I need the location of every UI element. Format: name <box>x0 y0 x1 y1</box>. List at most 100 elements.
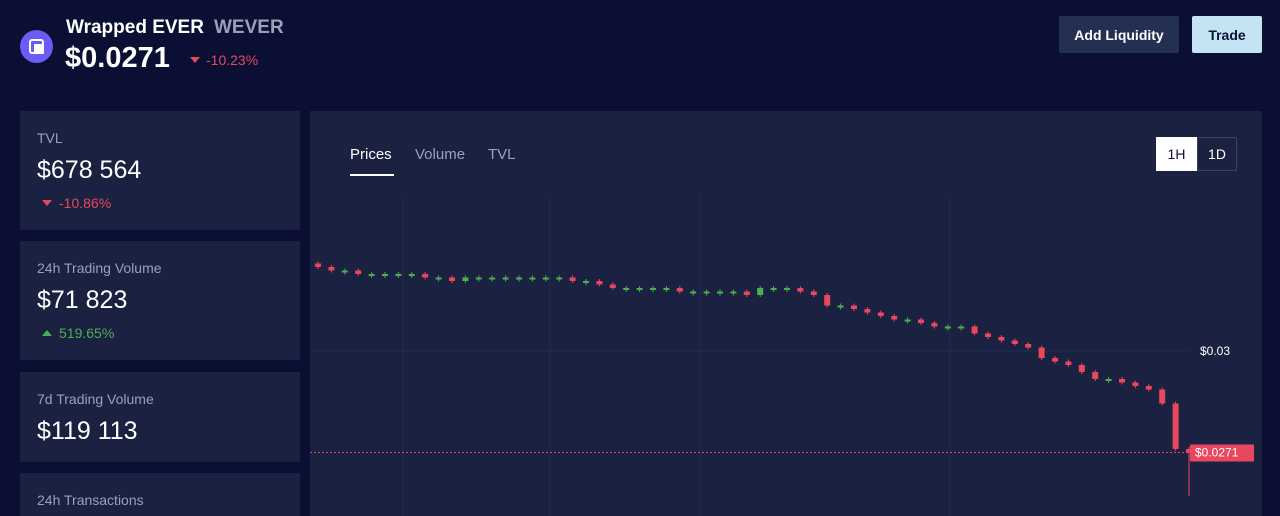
candle <box>810 291 817 295</box>
candle <box>449 277 455 281</box>
stat-card-24h-volume: 24h Trading Volume $71 823 519.65% <box>20 241 300 360</box>
candle <box>623 288 630 290</box>
tab-prices[interactable]: Prices <box>350 146 392 163</box>
token-symbol: WEVER <box>214 17 284 38</box>
candle <box>489 277 496 280</box>
candle <box>395 274 402 276</box>
candle <box>958 326 965 329</box>
candle <box>690 291 697 294</box>
timeframe-1h-button[interactable]: 1H <box>1156 137 1197 171</box>
candle <box>770 288 777 290</box>
candle <box>408 274 415 276</box>
candle <box>341 270 348 273</box>
triangle-down-icon <box>190 57 200 63</box>
token-logo-icon <box>20 30 53 63</box>
triangle-down-icon <box>42 200 52 206</box>
tab-underline <box>350 174 394 176</box>
stat-change: 519.65% <box>42 325 114 341</box>
candle <box>676 288 683 292</box>
price-change-value: -10.23% <box>206 52 259 68</box>
price-chart[interactable]: $0.03 $0.0271 <box>310 111 1262 516</box>
candle <box>1065 361 1072 365</box>
stat-label: 24h Transactions <box>37 492 144 508</box>
token-name: Wrapped EVER <box>66 17 204 38</box>
candle <box>1105 379 1112 381</box>
stat-value: $119 113 <box>37 417 138 445</box>
candle <box>931 323 938 327</box>
candle <box>904 319 911 322</box>
candle <box>877 312 884 316</box>
candle <box>1132 382 1139 386</box>
candle <box>1052 358 1058 362</box>
candle <box>971 326 978 334</box>
stat-card-7d-volume: 7d Trading Volume $119 113 <box>20 372 300 462</box>
stat-value: $678 564 <box>37 156 142 184</box>
stat-card-tvl: TVL $678 564 -10.86% <box>20 111 300 230</box>
candle <box>1159 389 1166 404</box>
candle <box>1011 340 1018 344</box>
candle <box>891 316 898 320</box>
candle <box>1038 347 1045 358</box>
candle <box>516 277 522 280</box>
candle <box>583 281 589 283</box>
timeframe-1d-button[interactable]: 1D <box>1197 137 1237 171</box>
candle <box>851 305 857 309</box>
price-change: -10.23% <box>190 52 258 68</box>
candle <box>502 277 509 280</box>
candle <box>944 326 951 329</box>
candle <box>382 274 388 276</box>
candle <box>797 288 804 292</box>
chart-panel: $0.03 $0.0271 Prices Volume TVL 1H 1D <box>310 111 1262 516</box>
triangle-up-icon <box>42 330 52 336</box>
trade-button[interactable]: Trade <box>1192 16 1262 53</box>
token-price: $0.0271 <box>65 42 170 74</box>
candle <box>918 319 924 323</box>
candle <box>1078 365 1085 372</box>
tab-tvl[interactable]: TVL <box>488 146 516 163</box>
candle <box>757 288 764 295</box>
candle <box>703 291 710 294</box>
candle <box>368 274 375 276</box>
candle <box>985 333 991 337</box>
candle <box>462 277 469 281</box>
candle <box>1119 379 1125 383</box>
candle <box>1092 372 1099 379</box>
candle <box>1186 449 1192 453</box>
candle <box>1145 386 1152 390</box>
candle <box>596 281 603 285</box>
candle <box>730 291 737 294</box>
candle <box>1025 344 1032 348</box>
candle <box>636 288 643 290</box>
candle <box>435 277 442 280</box>
stat-change-value: -10.86% <box>59 195 112 211</box>
stat-label: TVL <box>37 130 63 146</box>
candle <box>542 277 549 280</box>
candle <box>864 309 871 313</box>
y-axis-label: $0.03 <box>1200 344 1230 358</box>
candle <box>609 284 616 288</box>
stat-label: 7d Trading Volume <box>37 391 154 407</box>
candle <box>998 337 1005 341</box>
candle <box>556 277 563 280</box>
current-price-badge <box>1190 444 1254 462</box>
stat-value: $71 823 <box>37 286 128 314</box>
candle <box>824 295 831 306</box>
candle <box>475 277 482 280</box>
tab-volume[interactable]: Volume <box>415 146 466 163</box>
stat-change-value: 519.65% <box>59 325 115 341</box>
candle <box>1172 403 1179 449</box>
candle <box>837 305 844 308</box>
add-liquidity-button[interactable]: Add Liquidity <box>1059 16 1179 53</box>
candle <box>650 288 656 290</box>
candle <box>529 277 536 280</box>
candle <box>663 288 670 290</box>
candle <box>784 288 790 290</box>
stat-change: -10.86% <box>42 195 111 211</box>
stat-card-24h-transactions: 24h Transactions <box>20 473 300 516</box>
candle <box>569 277 576 281</box>
candle <box>328 267 335 271</box>
candle <box>315 263 321 267</box>
stat-label: 24h Trading Volume <box>37 260 162 276</box>
candle <box>743 291 750 295</box>
current-price-label: $0.0271 <box>1195 446 1239 460</box>
